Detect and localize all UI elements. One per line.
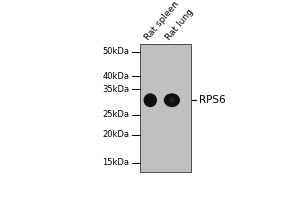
Text: 35kDa: 35kDa xyxy=(102,85,129,94)
Text: Rat spleen: Rat spleen xyxy=(143,0,181,42)
Text: 15kDa: 15kDa xyxy=(102,158,129,167)
Bar xyxy=(140,44,191,172)
Ellipse shape xyxy=(169,98,175,103)
Text: RPS6: RPS6 xyxy=(199,95,226,105)
Text: 20kDa: 20kDa xyxy=(102,130,129,139)
Text: Rat lung: Rat lung xyxy=(164,8,196,42)
Text: 40kDa: 40kDa xyxy=(102,72,129,81)
Ellipse shape xyxy=(143,93,157,107)
Ellipse shape xyxy=(164,93,180,107)
Text: 50kDa: 50kDa xyxy=(102,47,129,56)
Text: 25kDa: 25kDa xyxy=(102,110,129,119)
